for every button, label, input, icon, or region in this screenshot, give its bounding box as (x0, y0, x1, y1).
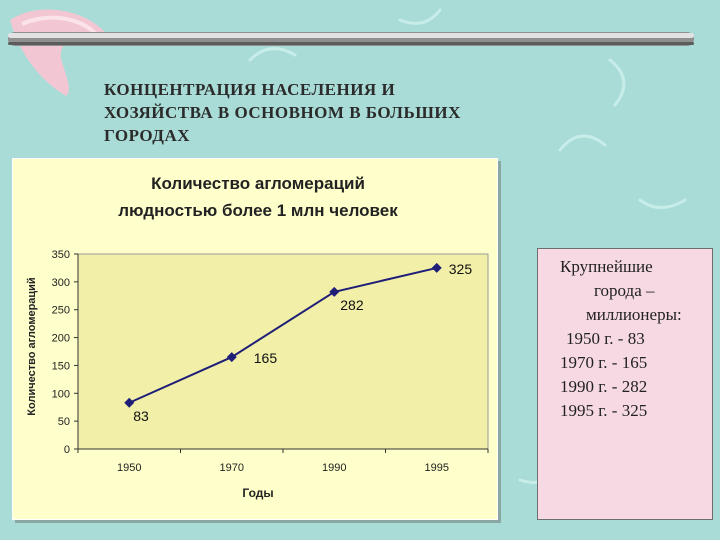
header-bar (8, 32, 694, 46)
y-tick-label: 100 (52, 388, 70, 400)
line-chart: Количество агломераций людностью более 1 … (26, 174, 489, 500)
chart-title: Количество агломераций (151, 174, 365, 193)
y-axis-label: Количество агломераций (26, 277, 38, 415)
series-line (128, 266, 437, 404)
x-tick-label: 1990 (322, 462, 346, 474)
x-tick-label: 1970 (220, 462, 244, 474)
plot-area (77, 253, 489, 450)
data-label: 165 (254, 350, 278, 366)
y-tick-label: 350 (52, 249, 70, 261)
chart-title: людностью более 1 млн человек (118, 201, 398, 220)
data-label: 83 (133, 408, 149, 424)
y-tick-label: 50 (58, 416, 70, 428)
y-tick-label: 250 (52, 305, 70, 317)
data-point (226, 352, 237, 363)
slide-title-line: КОНЦЕНТРАЦИЯ НАСЕЛЕНИЯ И (104, 80, 396, 99)
y-tick-label: 150 (52, 360, 70, 372)
info-heading-line: миллионеры: (586, 305, 682, 324)
slide-title: КОНЦЕНТРАЦИЯ НАСЕЛЕНИЯ И ХОЗЯЙСТВА В ОСН… (104, 78, 544, 147)
cities-info-box: Крупнейшие города – миллионеры: 1950 г. … (537, 248, 713, 520)
data-point (329, 286, 340, 297)
info-entry: 1990 г. - 282 (560, 377, 648, 396)
info-heading-line: города – (594, 281, 655, 300)
data-point (124, 397, 135, 408)
y-tick-label: 0 (64, 444, 70, 456)
y-tick-label: 200 (52, 333, 70, 345)
x-tick-label: 1995 (425, 462, 449, 474)
info-entry: 1970 г. - 165 (560, 353, 648, 372)
data-label: 325 (449, 261, 473, 277)
data-label: 282 (340, 297, 364, 313)
y-tick-label: 300 (52, 277, 70, 289)
chart-panel: Количество агломераций людностью более 1 … (12, 158, 498, 520)
slide-title-line: ГОРОДАХ (104, 126, 191, 145)
x-tick-label: 1950 (117, 462, 141, 474)
data-point (431, 262, 442, 273)
info-heading-line: Крупнейшие (560, 257, 653, 276)
x-axis-label: Годы (242, 486, 273, 500)
slide-title-line: ХОЗЯЙСТВА В ОСНОВНОМ В БОЛЬШИХ (104, 103, 461, 122)
swoosh-icon (10, 9, 110, 97)
info-entry: 1995 г. - 325 (560, 401, 648, 420)
info-entry: 1950 г. - 83 (566, 329, 645, 348)
